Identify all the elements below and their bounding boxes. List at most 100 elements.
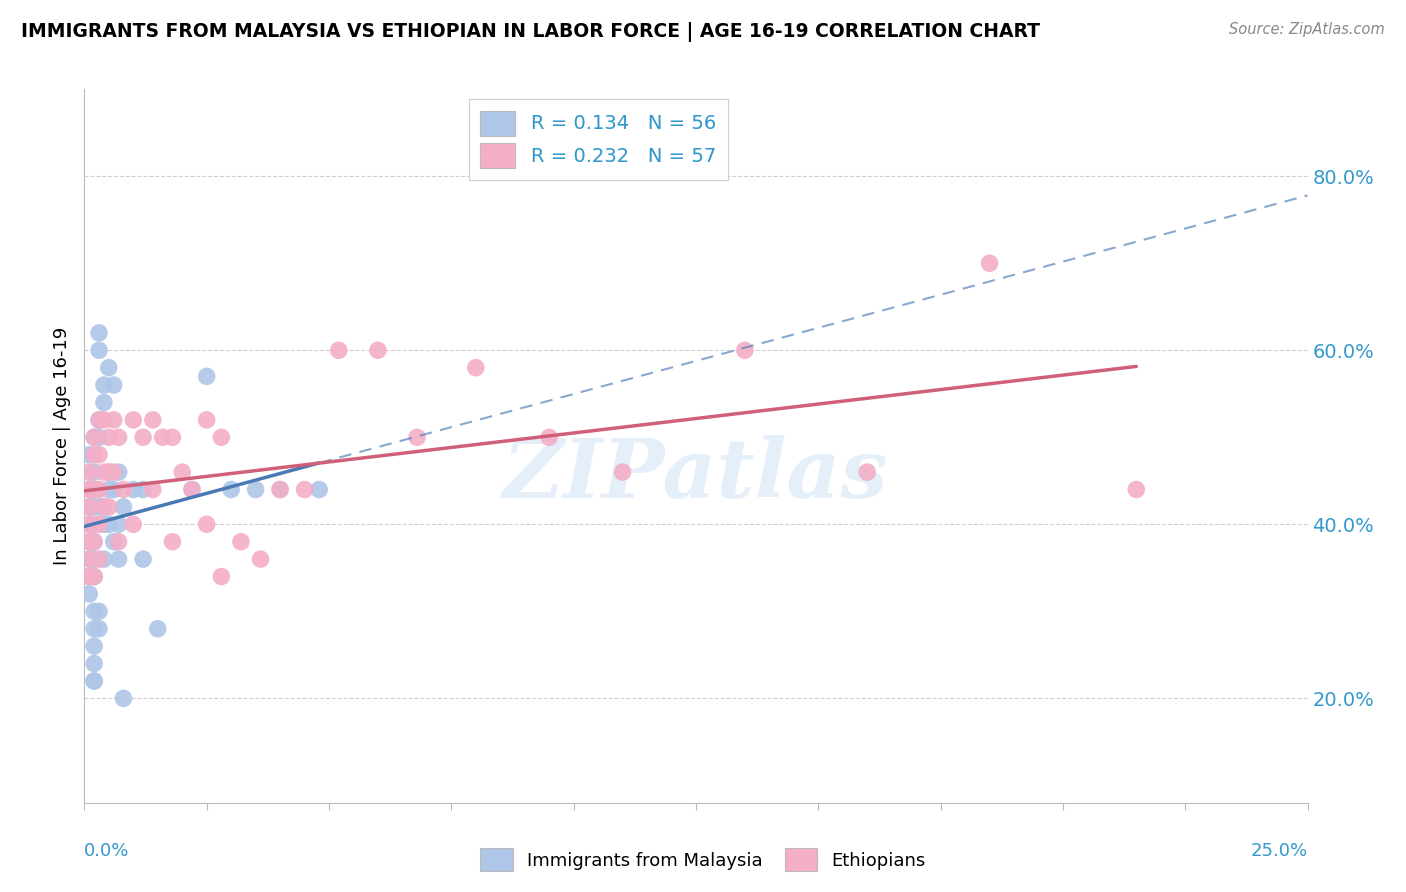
Point [93,413,115,427]
Point [406,430,429,444]
Point [87,517,110,532]
Point [97,483,120,497]
Point [122,413,145,427]
Point [77,465,100,479]
Point [77,569,100,583]
Point [83,569,105,583]
Point [162,534,184,549]
Point [269,483,291,497]
Point [209,430,232,444]
Point [87,552,110,566]
Point [107,534,129,549]
Point [83,534,105,549]
Point [83,483,105,497]
Text: Source: ZipAtlas.com: Source: ZipAtlas.com [1229,22,1385,37]
Point [181,483,204,497]
Y-axis label: In Labor Force | Age 16-19: In Labor Force | Age 16-19 [53,326,72,566]
Point [77,587,100,601]
Point [195,517,218,532]
Point [87,413,110,427]
Point [107,517,129,532]
Point [83,673,105,688]
Point [308,483,330,497]
Point [77,552,100,566]
Point [87,622,110,636]
Point [93,552,115,566]
Point [97,430,120,444]
Point [181,483,204,497]
Point [77,517,100,532]
Point [249,552,271,566]
Point [83,448,105,462]
Point [83,430,105,444]
Point [142,413,165,427]
Point [87,448,110,462]
Point [83,534,105,549]
Point [734,343,756,358]
Point [77,534,100,549]
Legend: Immigrants from Malaysia, Ethiopians: Immigrants from Malaysia, Ethiopians [472,841,934,879]
Point [979,256,1001,270]
Point [152,430,174,444]
Point [132,552,155,566]
Point [83,604,105,618]
Point [97,465,120,479]
Point [77,517,100,532]
Point [87,604,110,618]
Point [367,343,389,358]
Point [103,534,125,549]
Point [93,500,115,514]
Point [87,500,110,514]
Legend: R = 0.134   N = 56, R = 0.232   N = 57: R = 0.134 N = 56, R = 0.232 N = 57 [468,99,728,180]
Point [229,534,252,549]
Point [77,448,100,462]
Point [112,691,135,706]
Point [122,483,145,497]
Point [77,483,100,497]
Point [97,500,120,514]
Point [77,552,100,566]
Point [294,483,316,497]
Point [1125,483,1147,497]
Text: IMMIGRANTS FROM MALAYSIA VS ETHIOPIAN IN LABOR FORCE | AGE 16-19 CORRELATION CHA: IMMIGRANTS FROM MALAYSIA VS ETHIOPIAN IN… [21,22,1040,42]
Point [77,517,100,532]
Point [97,465,120,479]
Point [195,413,218,427]
Point [77,534,100,549]
Point [83,673,105,688]
Point [87,326,110,340]
Text: 0.0%: 0.0% [84,842,129,860]
Point [103,378,125,392]
Point [107,552,129,566]
Point [107,465,129,479]
Point [107,430,129,444]
Point [87,430,110,444]
Point [103,413,125,427]
Point [77,500,100,514]
Point [122,517,145,532]
Point [83,430,105,444]
Text: ZIPatlas: ZIPatlas [503,434,889,515]
Text: 25.0%: 25.0% [1250,842,1308,860]
Point [77,569,100,583]
Point [112,500,135,514]
Point [538,430,561,444]
Point [83,569,105,583]
Point [162,430,184,444]
Point [77,500,100,514]
Point [146,622,169,636]
Point [83,465,105,479]
Point [83,500,105,514]
Point [87,413,110,427]
Point [93,465,115,479]
Point [132,430,155,444]
Point [97,517,120,532]
Point [93,395,115,409]
Point [87,343,110,358]
Point [83,483,105,497]
Point [269,483,291,497]
Point [195,369,218,384]
Point [93,517,115,532]
Point [83,639,105,653]
Point [83,517,105,532]
